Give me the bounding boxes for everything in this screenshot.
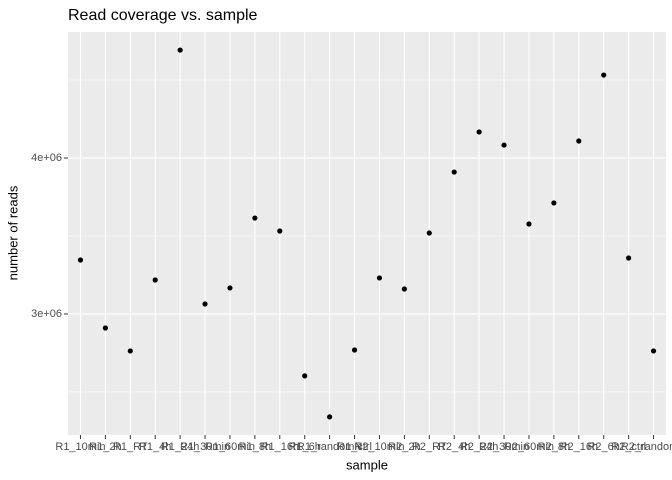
x-tick-label: R1_16h xyxy=(261,441,300,453)
x-tick-label: R2_4h xyxy=(438,441,470,453)
y-axis-title: number of reads xyxy=(5,185,20,280)
x-axis-title: sample xyxy=(346,457,388,472)
point xyxy=(227,285,233,291)
point xyxy=(152,277,158,283)
point xyxy=(277,228,283,234)
point xyxy=(302,373,308,379)
x-tick-label: R1_60min xyxy=(205,441,255,453)
x-tick-label: R2_ctrl xyxy=(611,441,646,453)
chart-title: Read coverage vs. sample xyxy=(68,7,258,24)
point xyxy=(426,230,432,236)
x-tick-label: R2_2h xyxy=(388,441,420,453)
point xyxy=(476,129,482,135)
point xyxy=(376,275,383,281)
x-tick-label: R1_ctrl xyxy=(337,441,372,453)
x-tick-label: R1_randomN xyxy=(297,441,362,453)
x-tick-label: R2_30min xyxy=(479,441,529,453)
point xyxy=(202,301,208,307)
point xyxy=(401,286,407,292)
point xyxy=(327,414,333,420)
x-tick-label: R1_6h xyxy=(288,441,320,453)
point xyxy=(576,138,582,144)
x-tick-label: R2_24h xyxy=(460,441,499,453)
x-tick-label: R2_RT xyxy=(412,441,447,453)
point xyxy=(177,47,183,53)
point xyxy=(451,169,457,175)
x-tick-label: R1_2h xyxy=(89,441,121,453)
point xyxy=(551,200,557,206)
point xyxy=(626,255,632,261)
point xyxy=(351,347,358,353)
point xyxy=(252,215,258,221)
y-tick-label: 3e+06 xyxy=(31,308,62,320)
point xyxy=(127,348,133,354)
x-tick-label: R2_randomN xyxy=(621,441,672,453)
x-tick-label: R1_24h xyxy=(161,441,200,453)
x-tick-label: R1_8h xyxy=(239,441,271,453)
x-tick-label: R2_60min xyxy=(504,441,554,453)
panel xyxy=(68,32,666,435)
x-tick-label: R2_8h xyxy=(538,441,570,453)
point xyxy=(501,142,507,148)
x-tick-label: R1_10min xyxy=(55,441,105,453)
x-tick-label: R1_RT xyxy=(113,441,148,453)
point xyxy=(601,72,607,78)
point xyxy=(77,257,84,263)
x-tick-label: R1_30min xyxy=(180,441,230,453)
y-tick-label: 4e+06 xyxy=(31,152,62,164)
x-tick-label: R2_10min xyxy=(354,441,404,453)
point xyxy=(650,348,657,354)
x-tick-label: R2_16h xyxy=(560,441,599,453)
x-tick-label: R1_4h xyxy=(139,441,171,453)
point xyxy=(102,325,108,331)
x-tick-label: R2_6h xyxy=(587,441,619,453)
point xyxy=(526,221,532,227)
